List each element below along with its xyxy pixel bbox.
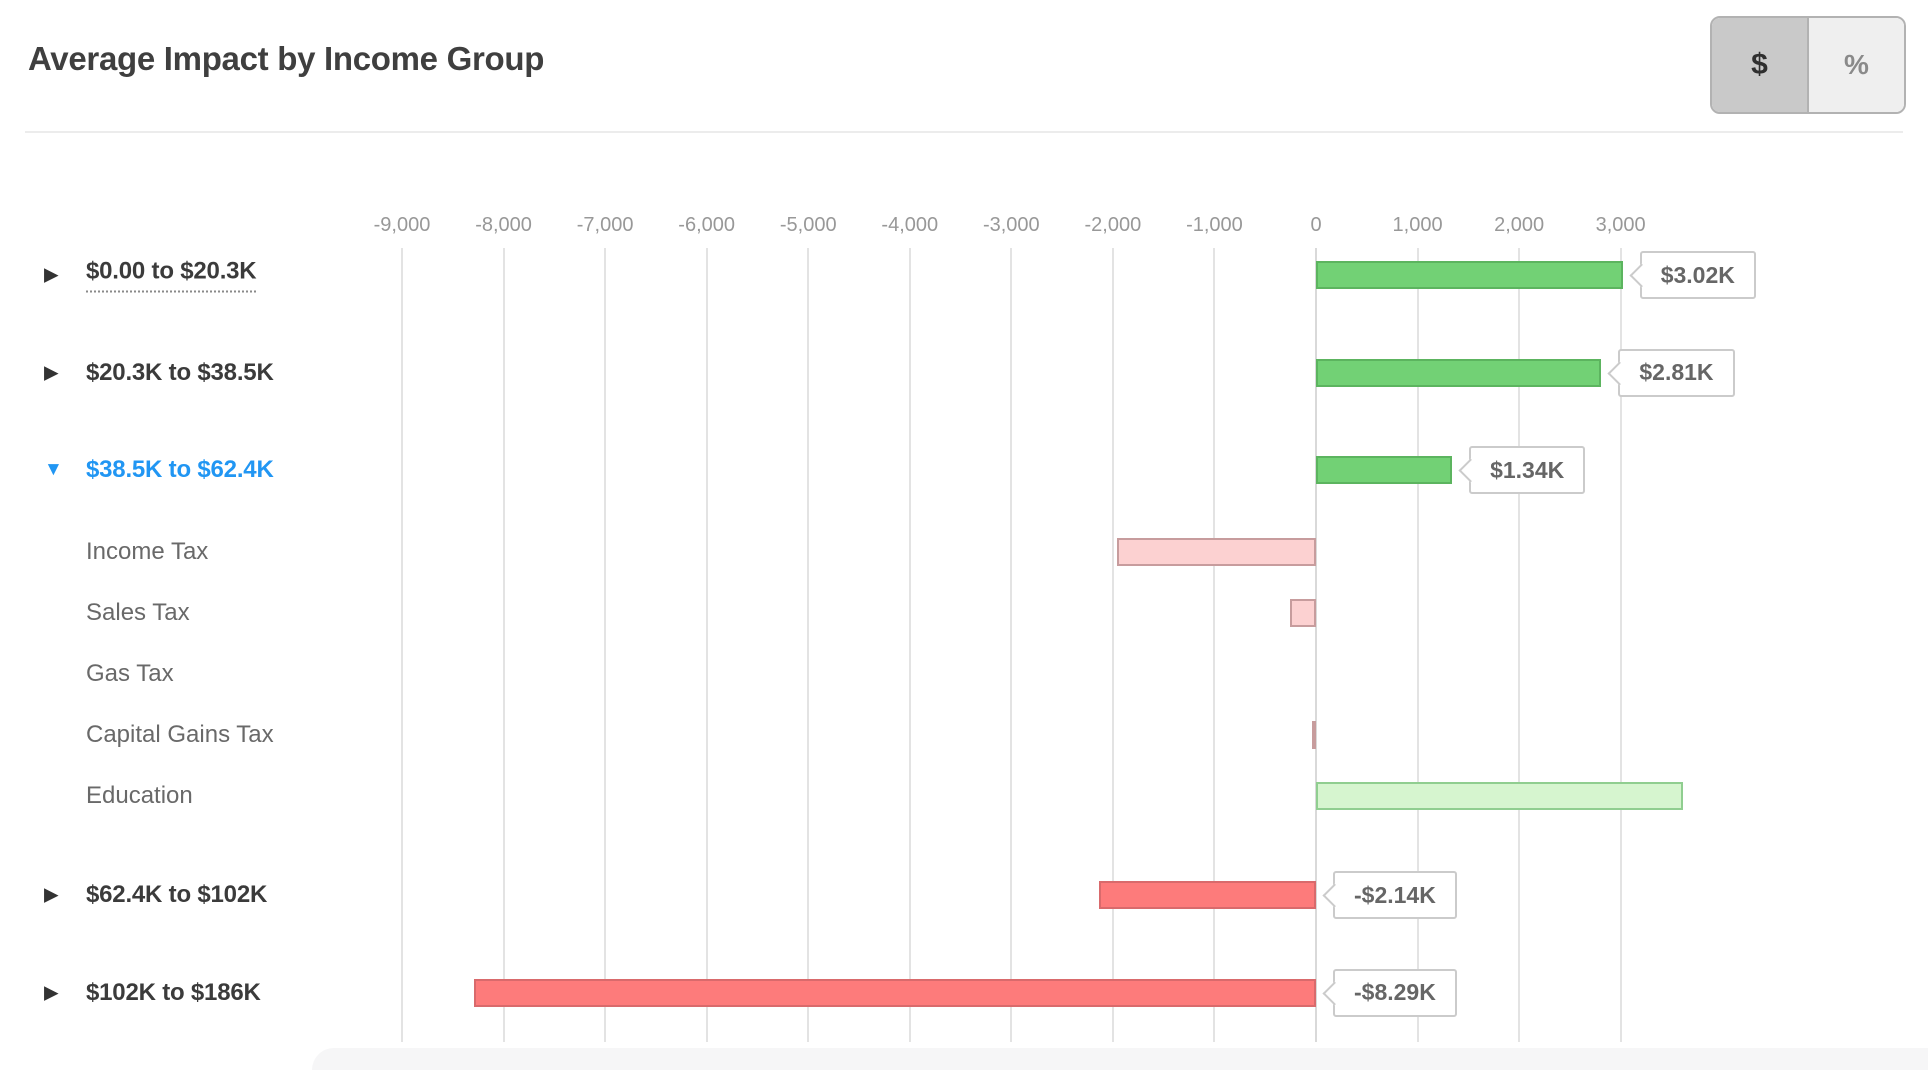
- negative-bar[interactable]: [474, 978, 1316, 1007]
- category-label: Capital Gains Tax: [86, 721, 274, 748]
- zero-gridline: [1315, 248, 1317, 1042]
- value-callout: $3.02K: [1629, 251, 1756, 299]
- income-group-label[interactable]: $20.3K to $38.5K: [86, 358, 274, 386]
- positive-bar[interactable]: [1316, 261, 1623, 289]
- gridline: [1518, 248, 1521, 1042]
- category-label: Sales Tax: [86, 599, 190, 626]
- axis-tick-label: -4,000: [881, 214, 939, 236]
- axis-tick-label: -9,000: [373, 214, 431, 236]
- axis-tick-label: 0: [1310, 214, 1322, 236]
- callout-value: $3.02K: [1660, 261, 1735, 288]
- axis-tick-label: -2,000: [1084, 214, 1142, 236]
- percent-toggle-button[interactable]: %: [1807, 18, 1904, 112]
- category-label: Income Tax: [86, 538, 209, 565]
- dollar-toggle-button[interactable]: $: [1712, 18, 1807, 112]
- income-group-label[interactable]: $38.5K to $62.4K: [86, 456, 274, 483]
- callout-notch: [1607, 360, 1632, 386]
- income-group-label[interactable]: $0.00 to $20.3K: [86, 258, 257, 293]
- gridline: [908, 248, 911, 1042]
- expand-arrow-icon[interactable]: ▶: [44, 264, 59, 286]
- gridline: [705, 248, 708, 1042]
- axis-tick-label: -3,000: [982, 214, 1040, 236]
- value-callout: -$2.14K: [1322, 871, 1457, 919]
- axis-tick-label: -5,000: [779, 214, 837, 236]
- gridline: [1111, 248, 1114, 1042]
- axis-tick-label: -7,000: [576, 214, 634, 236]
- axis-tick-label: 1,000: [1392, 214, 1443, 236]
- negative-bar[interactable]: [1116, 538, 1316, 566]
- income-group-label[interactable]: $62.4K to $102K: [86, 881, 268, 908]
- expand-arrow-icon[interactable]: ▶: [44, 362, 59, 383]
- negative-bar[interactable]: [1289, 599, 1316, 627]
- expand-arrow-icon[interactable]: ▶: [44, 884, 59, 906]
- callout-notch: [1322, 883, 1347, 908]
- gridline: [1213, 248, 1216, 1042]
- callout-value: $1.34K: [1490, 456, 1565, 483]
- page-title: Average Impact by Income Group: [28, 40, 545, 77]
- bottom-panel: [312, 1048, 1928, 1070]
- axis-tick-label: -6,000: [678, 214, 736, 236]
- axis-tick-label: -1,000: [1186, 214, 1243, 236]
- gridline: [400, 248, 403, 1042]
- positive-bar[interactable]: [1316, 456, 1453, 484]
- value-callout: $2.81K: [1607, 348, 1735, 397]
- callout-value: -$2.14K: [1354, 881, 1436, 908]
- callout-value: $2.81K: [1639, 359, 1714, 385]
- gridline: [1416, 248, 1419, 1042]
- gridline: [1619, 248, 1622, 1042]
- gridline: [604, 248, 607, 1042]
- unit-toggle: $ %: [1710, 16, 1906, 114]
- callout-value: -$8.29K: [1354, 979, 1436, 1005]
- income-group-label[interactable]: $102K to $186K: [86, 978, 261, 1006]
- value-callout: -$8.29K: [1322, 968, 1457, 1017]
- gridline: [1010, 248, 1013, 1042]
- callout-notch: [1629, 263, 1654, 288]
- negative-bar[interactable]: [1312, 721, 1316, 749]
- axis-tick-label: 3,000: [1595, 214, 1646, 236]
- gridline: [807, 248, 810, 1042]
- axis-tick-label: -8,000: [475, 214, 532, 236]
- collapse-arrow-icon[interactable]: ▼: [44, 459, 63, 480]
- header-divider: [25, 131, 1903, 133]
- expand-arrow-icon[interactable]: ▶: [44, 982, 59, 1003]
- callout-notch: [1322, 980, 1347, 1006]
- category-label: Gas Tax: [86, 660, 174, 687]
- callout-notch: [1458, 458, 1483, 483]
- gridline: [502, 248, 505, 1042]
- axis-tick-label: 2,000: [1494, 214, 1545, 236]
- value-callout: $1.34K: [1458, 446, 1586, 494]
- category-label: Education: [86, 782, 193, 809]
- negative-bar[interactable]: [1098, 881, 1316, 909]
- positive-bar[interactable]: [1316, 358, 1602, 387]
- positive-bar[interactable]: [1316, 782, 1683, 810]
